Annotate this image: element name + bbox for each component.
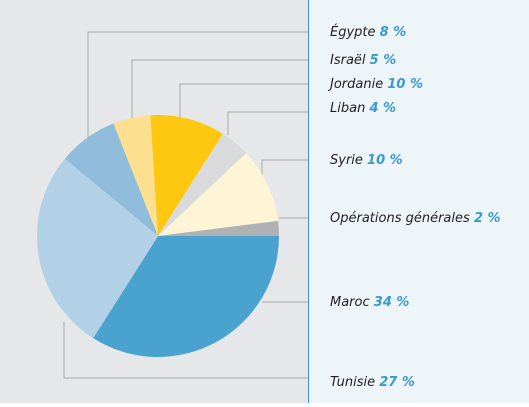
category-name: Tunisie bbox=[330, 375, 375, 390]
pie-slice bbox=[113, 115, 158, 236]
pie-slice bbox=[150, 115, 223, 236]
pie-slice bbox=[36, 158, 158, 339]
value-label: 5 % bbox=[370, 53, 397, 68]
category-name: Liban bbox=[330, 101, 365, 116]
legend-label: Syrie 10 % bbox=[330, 153, 403, 168]
legend-label: Jordanie 10 % bbox=[327, 77, 423, 92]
value-label: 10 % bbox=[387, 77, 423, 92]
value-label: 8 % bbox=[380, 25, 407, 40]
category-name: Israël bbox=[330, 53, 366, 68]
leader-line bbox=[131, 59, 308, 118]
leader-line bbox=[63, 322, 308, 379]
category-name: Syrie bbox=[330, 153, 363, 168]
value-label: 34 % bbox=[374, 295, 410, 310]
value-label: 10 % bbox=[367, 153, 403, 168]
category-name: Maroc bbox=[330, 295, 370, 310]
value-label: 4 % bbox=[368, 101, 396, 116]
leader-line bbox=[261, 159, 308, 175]
leader-line bbox=[179, 83, 308, 118]
leader-line bbox=[227, 111, 308, 135]
category-name: Égypte bbox=[330, 24, 376, 40]
category-name: Opérations générales bbox=[330, 211, 470, 226]
category-name: Jordanie bbox=[327, 77, 383, 92]
value-label: 27 % bbox=[379, 375, 415, 390]
legend-label: Israël 5 % bbox=[330, 53, 396, 68]
pie-slice bbox=[64, 123, 158, 236]
legend-label: Liban 4 % bbox=[330, 101, 396, 116]
legend-label: Opérations générales 2 % bbox=[330, 211, 501, 226]
legend-label: Tunisie 27 % bbox=[330, 375, 415, 390]
pie-slice bbox=[93, 236, 280, 357]
pie-slice bbox=[158, 133, 247, 236]
legend-label: Maroc 34 % bbox=[330, 295, 409, 310]
pie-slice bbox=[158, 220, 279, 236]
leader-line bbox=[87, 31, 308, 140]
pie-slice bbox=[158, 153, 279, 236]
legend-panel bbox=[308, 0, 529, 403]
legend-label: Égypte 8 % bbox=[330, 24, 406, 40]
value-label: 2 % bbox=[474, 211, 501, 226]
